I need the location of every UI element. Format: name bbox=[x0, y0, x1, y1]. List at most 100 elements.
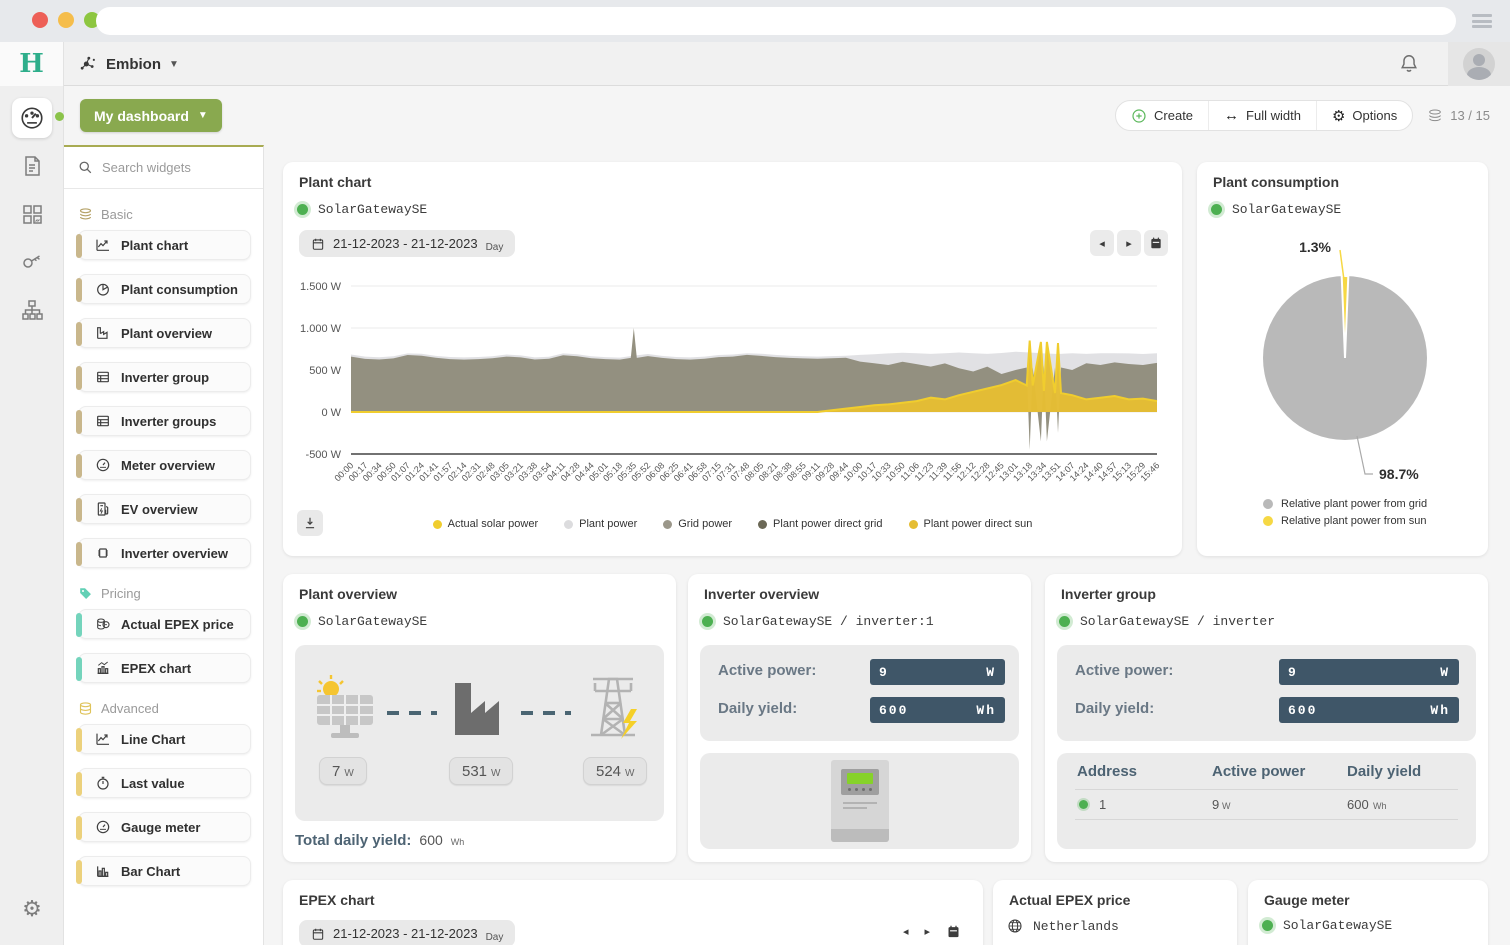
coins-icon bbox=[95, 616, 111, 632]
meter-gauge-icon bbox=[95, 819, 111, 835]
nav-dashboard-active[interactable] bbox=[12, 98, 52, 138]
search-row bbox=[64, 147, 263, 189]
sidebar-item-bar-chart[interactable]: Bar Chart bbox=[78, 856, 251, 886]
legend-item[interactable]: Grid power bbox=[663, 518, 732, 530]
status-dot bbox=[1079, 800, 1088, 809]
sidebar-item-meter-overview[interactable]: Meter overview bbox=[78, 450, 251, 480]
accent-bar bbox=[76, 860, 82, 884]
date-range-picker[interactable]: 21-12-2023 - 21-12-2023 Day bbox=[299, 230, 515, 257]
app-logo[interactable]: H bbox=[0, 42, 64, 86]
prev-period-button[interactable]: ◂ bbox=[1090, 230, 1114, 256]
legend-item[interactable]: Actual solar power bbox=[433, 518, 539, 530]
sidebar-item-plant-overview[interactable]: Plant overview bbox=[78, 318, 251, 348]
chevron-down-icon: ▼ bbox=[198, 110, 208, 121]
nav-topology-icon[interactable] bbox=[20, 298, 44, 322]
sidebar-item-inverter-group[interactable]: Inverter group bbox=[78, 362, 251, 392]
bar-chart-icon bbox=[95, 863, 111, 879]
legend-dot bbox=[1263, 516, 1273, 526]
widget-sidebar: Basic Plant chart Plant consumption Plan… bbox=[64, 145, 264, 945]
search-icon bbox=[78, 160, 93, 175]
legend-label: Grid power bbox=[678, 518, 732, 530]
legend-label: Relative plant power from grid bbox=[1281, 498, 1427, 510]
widget-counter: 13 / 15 bbox=[1427, 108, 1490, 124]
legend-item[interactable]: Plant power bbox=[564, 518, 637, 530]
close-window-button[interactable] bbox=[32, 12, 48, 28]
layers-icon bbox=[1427, 108, 1443, 124]
molecule-icon bbox=[78, 54, 98, 74]
active-indicator-dot bbox=[55, 112, 64, 121]
legend-item[interactable]: Plant power direct sun bbox=[909, 518, 1033, 530]
widget-epex-chart: EPEX chart 21-12-2023 - 21-12-2023 Day ◂… bbox=[283, 880, 983, 945]
org-selector[interactable]: Embion ▼ bbox=[78, 42, 179, 86]
solar-power-value: 7W bbox=[319, 757, 367, 785]
device-row: SolarGatewaySE bbox=[1211, 202, 1341, 217]
dashboard-selector-button[interactable]: My dashboard ▼ bbox=[80, 99, 222, 132]
accent-bar bbox=[76, 728, 82, 752]
full-width-button[interactable]: ↔ Full width bbox=[1208, 101, 1316, 130]
options-button[interactable]: ⚙ Options bbox=[1316, 101, 1412, 130]
daily-yield-value: 600Wh bbox=[1279, 697, 1459, 723]
calendar-button[interactable] bbox=[946, 924, 961, 939]
sidebar-item-inverter-overview[interactable]: Inverter overview bbox=[78, 538, 251, 568]
widget-title: EPEX chart bbox=[299, 892, 374, 908]
user-menu[interactable] bbox=[1448, 42, 1510, 86]
create-button[interactable]: Create bbox=[1116, 101, 1208, 130]
sidebar-item-ev-overview[interactable]: EV overview bbox=[78, 494, 251, 524]
accent-bar bbox=[76, 278, 82, 302]
sidebar-item-last-value[interactable]: Last value bbox=[78, 768, 251, 798]
svg-text:500 W: 500 W bbox=[309, 365, 341, 377]
nav-access-keys-icon[interactable] bbox=[20, 250, 44, 274]
globe-icon bbox=[1007, 918, 1023, 934]
chart-legend: Actual solar power Plant power Grid power P… bbox=[283, 518, 1182, 530]
nav-invoices-icon[interactable] bbox=[20, 154, 44, 178]
notifications-bell-icon[interactable] bbox=[1398, 53, 1420, 75]
minimize-window-button[interactable] bbox=[58, 12, 74, 28]
section-pricing: Pricing bbox=[78, 586, 263, 601]
date-range-picker[interactable]: 21-12-2023 - 21-12-2023 Day bbox=[299, 920, 515, 945]
status-dot bbox=[702, 616, 713, 627]
consumption-pie-chart[interactable]: 1.3%98.7% bbox=[1203, 230, 1482, 490]
active-power-value: 9W bbox=[870, 659, 1005, 685]
sidebar-item-actual-epex-price[interactable]: Actual EPEX price bbox=[78, 609, 251, 639]
search-input[interactable] bbox=[102, 160, 242, 175]
svg-text:0 W: 0 W bbox=[321, 407, 341, 419]
legend-label: Plant power bbox=[579, 518, 637, 530]
sidebar-item-gauge-meter[interactable]: Gauge meter bbox=[78, 812, 251, 842]
device-name: SolarGatewaySE bbox=[318, 614, 427, 629]
widget-counter-value: 13 / 15 bbox=[1450, 108, 1490, 123]
status-dot bbox=[297, 616, 308, 627]
legend-item[interactable]: Relative plant power from grid bbox=[1263, 498, 1427, 510]
widget-title: Gauge meter bbox=[1264, 892, 1350, 908]
sidebar-item-line-chart[interactable]: Line Chart bbox=[78, 724, 251, 754]
device-row: SolarGatewaySE bbox=[297, 202, 427, 217]
legend-dot bbox=[433, 520, 442, 529]
legend-item[interactable]: Plant power direct grid bbox=[758, 518, 882, 530]
sidebar-item-plant-consumption[interactable]: Plant consumption bbox=[78, 274, 251, 304]
legend-label: Actual solar power bbox=[448, 518, 539, 530]
legend-dot bbox=[758, 520, 767, 529]
calendar-button[interactable] bbox=[1144, 230, 1168, 256]
accent-bar bbox=[76, 366, 82, 390]
svg-text:1.000 W: 1.000 W bbox=[300, 323, 342, 335]
chevron-down-icon: ▼ bbox=[169, 59, 179, 70]
sidebar-item-plant-chart[interactable]: Plant chart bbox=[78, 230, 251, 260]
device-name: SolarGatewaySE bbox=[318, 202, 427, 217]
browser-menu-icon[interactable] bbox=[1472, 14, 1492, 28]
section-basic: Basic bbox=[78, 207, 263, 222]
dashboard-canvas: Plant chart SolarGatewaySE 21-12-2023 - … bbox=[264, 145, 1510, 945]
plus-circle-icon bbox=[1131, 108, 1147, 124]
pie-legend: Relative plant power from grid Relative p… bbox=[1197, 498, 1488, 527]
url-bar[interactable] bbox=[96, 7, 1456, 35]
plant-power-chart[interactable]: 1.500 W1.000 W500 W0 W-500 W00:0000:1700… bbox=[289, 272, 1169, 512]
legend-item[interactable]: Relative plant power from sun bbox=[1263, 515, 1427, 527]
nav-widgets-icon[interactable] bbox=[20, 202, 44, 226]
device-name: SolarGatewaySE / inverter bbox=[1080, 614, 1275, 629]
next-period-button[interactable]: ▸ bbox=[1117, 230, 1141, 256]
calendar-icon bbox=[311, 237, 325, 251]
sidebar-item-inverter-groups[interactable]: Inverter groups bbox=[78, 406, 251, 436]
sidebar-item-epex-chart[interactable]: EPEX chart bbox=[78, 653, 251, 683]
status-dot bbox=[297, 204, 308, 215]
prev-period-button[interactable]: ◂ bbox=[903, 925, 909, 938]
nav-settings-gear-icon[interactable]: ⚙ bbox=[0, 896, 64, 922]
next-period-button[interactable]: ▸ bbox=[924, 925, 930, 938]
